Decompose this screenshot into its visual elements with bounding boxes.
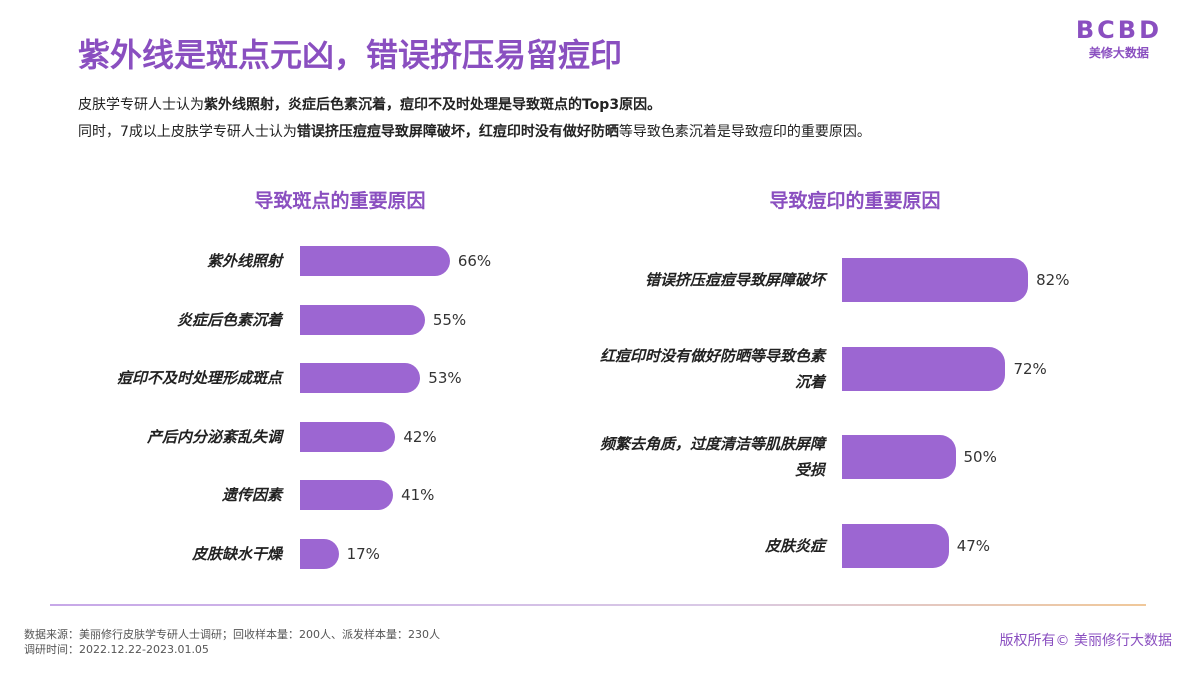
bar [300, 246, 450, 276]
bar [300, 421, 396, 452]
value-label: 47% [956, 536, 991, 555]
divider [50, 604, 1146, 606]
chart-title: 导致斑点的重要原因 [254, 190, 426, 212]
category-label: 皮肤缺水干燥 [191, 545, 282, 563]
bar [842, 258, 1029, 302]
value-label: 41% [401, 486, 435, 505]
category-label: 遗传因素 [221, 486, 282, 505]
value-label: 42% [403, 427, 437, 446]
description-line: 同时，7成以上皮肤学专研人士认为错误挤压痘痘导致屏障破坏，红痘印时没有做好防晒等… [78, 121, 871, 141]
page-title: 紫外线是斑点元凶，错误挤压易留痘印 [78, 36, 623, 74]
description-segment: 紫外线照射，炎症后色素沉着，痘印不及时处理是导致斑点的Top3原因。 [204, 97, 662, 113]
bar [842, 523, 949, 568]
bar [842, 435, 956, 479]
copyright: 版权所有© 美丽修行大数据 [999, 633, 1172, 649]
value-label: 66% [457, 252, 492, 270]
logo-text: 美修大数据 [1088, 46, 1149, 60]
logo-mark: BCBD [1075, 16, 1162, 44]
category-label: 红痘印时没有做好防晒等导致色素沉着 [599, 346, 825, 391]
bar [300, 363, 421, 394]
value-label: 72% [1013, 359, 1047, 378]
description-segment: 皮肤学专研人士认为 [78, 97, 204, 113]
description-segment: 同时，7成以上皮肤学专研人士认为 [78, 124, 297, 140]
bar [300, 304, 425, 335]
period-note: 调研时间：2022.12.22-2023.01.05 [24, 643, 209, 656]
chart-title: 导致痘印的重要原因 [769, 190, 941, 212]
bar [300, 480, 394, 511]
category-label: 产后内分泌紊乱失调 [146, 427, 282, 446]
category-label: 炎症后色素沉着 [176, 310, 282, 329]
value-label: 17% [346, 545, 380, 563]
logo: BCBD 美修大数据 [1076, 16, 1162, 61]
bar [842, 346, 1006, 391]
description-line: 皮肤学专研人士认为紫外线照射，炎症后色素沉着，痘印不及时处理是导致斑点的Top3… [78, 94, 661, 114]
category-label: 痘印不及时处理形成斑点 [116, 369, 282, 388]
value-label: 53% [428, 369, 462, 388]
value-label: 55% [432, 310, 467, 329]
value-label: 82% [1036, 271, 1070, 289]
category-label: 紫外线照射 [206, 252, 282, 270]
bar [300, 539, 339, 569]
source-note: 数据来源：美丽修行皮肤学专研人士调研；回收样本量：200人、派发样本量：230人 [24, 628, 440, 641]
category-label: 错误挤压痘痘导致屏障破坏 [644, 271, 825, 289]
category-label: 频繁去角质，过度清洁等肌肤屏障受损 [599, 435, 825, 479]
value-label: 50% [963, 448, 997, 466]
description-segment: 等导致色素沉着是导致痘印的重要原因。 [618, 124, 871, 140]
category-label: 皮肤炎症 [764, 536, 825, 555]
description-segment: 错误挤压痘痘导致屏障破坏，红痘印时没有做好防晒 [296, 124, 619, 140]
